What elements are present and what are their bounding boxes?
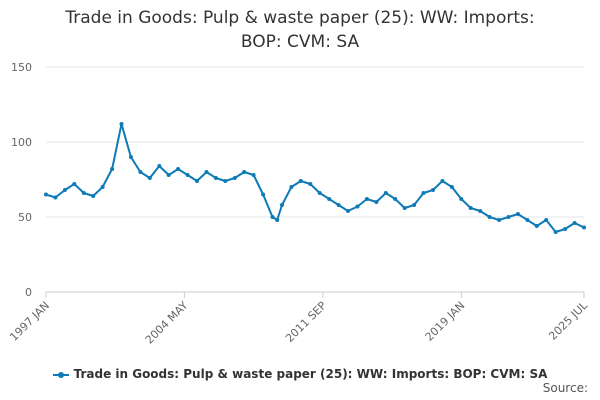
- data-point[interactable]: [327, 197, 332, 201]
- data-point[interactable]: [157, 164, 162, 168]
- data-point[interactable]: [242, 170, 247, 174]
- y-tick-label: 150: [11, 61, 32, 74]
- data-point[interactable]: [487, 215, 492, 219]
- data-point[interactable]: [317, 191, 322, 195]
- data-point[interactable]: [582, 225, 586, 230]
- data-point[interactable]: [572, 221, 577, 225]
- data-point[interactable]: [232, 176, 237, 180]
- data-point[interactable]: [478, 209, 483, 213]
- data-point[interactable]: [176, 167, 181, 171]
- x-tick-label: 2019 JAN: [423, 299, 468, 344]
- data-point[interactable]: [364, 197, 369, 201]
- data-point[interactable]: [147, 176, 152, 180]
- data-point[interactable]: [393, 197, 398, 201]
- data-point[interactable]: [261, 192, 266, 197]
- data-point[interactable]: [91, 194, 96, 198]
- series-layer: [44, 122, 586, 234]
- y-axis: 0 50 100 150: [11, 61, 32, 299]
- data-point[interactable]: [280, 203, 284, 207]
- legend[interactable]: Trade in Goods: Pulp & waste paper (25):…: [0, 366, 600, 382]
- data-point[interactable]: [251, 173, 256, 177]
- data-point[interactable]: [468, 206, 473, 210]
- legend-swatch: [52, 371, 69, 378]
- data-point[interactable]: [459, 197, 464, 201]
- data-point[interactable]: [195, 179, 199, 183]
- data-point[interactable]: [53, 195, 58, 200]
- chart-title-line-2: BOP: CVM: SA: [240, 32, 360, 52]
- chart-title-line-1: Trade in Goods: Pulp & waste paper (25):…: [65, 8, 535, 28]
- data-point[interactable]: [72, 182, 77, 186]
- data-point[interactable]: [421, 191, 426, 195]
- data-point[interactable]: [128, 155, 133, 159]
- data-point[interactable]: [100, 185, 105, 189]
- series-line-0: [45, 123, 585, 233]
- x-tick-label: 2025 JUL: [546, 298, 590, 342]
- data-point[interactable]: [440, 179, 445, 183]
- data-point[interactable]: [275, 218, 280, 222]
- source-label: Source:: [542, 381, 588, 395]
- data-point[interactable]: [402, 206, 407, 210]
- data-point[interactable]: [525, 218, 530, 222]
- data-point[interactable]: [223, 179, 228, 183]
- data-point[interactable]: [497, 218, 502, 222]
- y-tick-label: 100: [11, 136, 32, 149]
- data-point[interactable]: [534, 224, 539, 228]
- data-point[interactable]: [204, 170, 209, 174]
- data-point[interactable]: [449, 185, 454, 189]
- y-tick-label: 50: [18, 211, 32, 224]
- data-point[interactable]: [138, 170, 143, 174]
- data-point[interactable]: [336, 203, 341, 207]
- data-point[interactable]: [544, 218, 549, 222]
- data-point[interactable]: [346, 209, 350, 213]
- data-point[interactable]: [298, 179, 303, 183]
- legend-label: Trade in Goods: Pulp & waste paper (25):…: [73, 367, 548, 381]
- data-point[interactable]: [119, 122, 124, 126]
- x-tick-label: 2004 MAY: [143, 299, 191, 347]
- data-point[interactable]: [44, 192, 48, 197]
- data-point[interactable]: [110, 167, 115, 171]
- chart-title: Trade in Goods: Pulp & waste paper (25):…: [0, 6, 600, 54]
- data-point[interactable]: [81, 191, 86, 195]
- data-point[interactable]: [374, 200, 379, 204]
- data-point[interactable]: [563, 227, 568, 231]
- x-axis: 1997 JAN 2004 MAY 2011 SEP 2019 JAN 2025 JUL: [7, 292, 591, 347]
- data-point[interactable]: [213, 176, 218, 180]
- x-tick-label: 2011 SEP: [283, 299, 329, 345]
- data-point[interactable]: [185, 173, 190, 177]
- gridlines: [46, 66, 584, 293]
- data-point[interactable]: [308, 182, 313, 186]
- data-point[interactable]: [412, 203, 417, 207]
- data-point[interactable]: [383, 191, 388, 195]
- data-point[interactable]: [166, 173, 171, 177]
- data-point[interactable]: [355, 204, 360, 209]
- data-point[interactable]: [289, 185, 294, 189]
- data-point[interactable]: [431, 188, 435, 192]
- data-point[interactable]: [506, 215, 511, 219]
- data-point[interactable]: [553, 230, 558, 234]
- data-point[interactable]: [270, 215, 275, 219]
- data-point[interactable]: [515, 212, 520, 216]
- x-tick-label: 1997 JAN: [7, 299, 52, 344]
- data-point[interactable]: [62, 188, 67, 192]
- y-tick-label: 0: [25, 286, 32, 299]
